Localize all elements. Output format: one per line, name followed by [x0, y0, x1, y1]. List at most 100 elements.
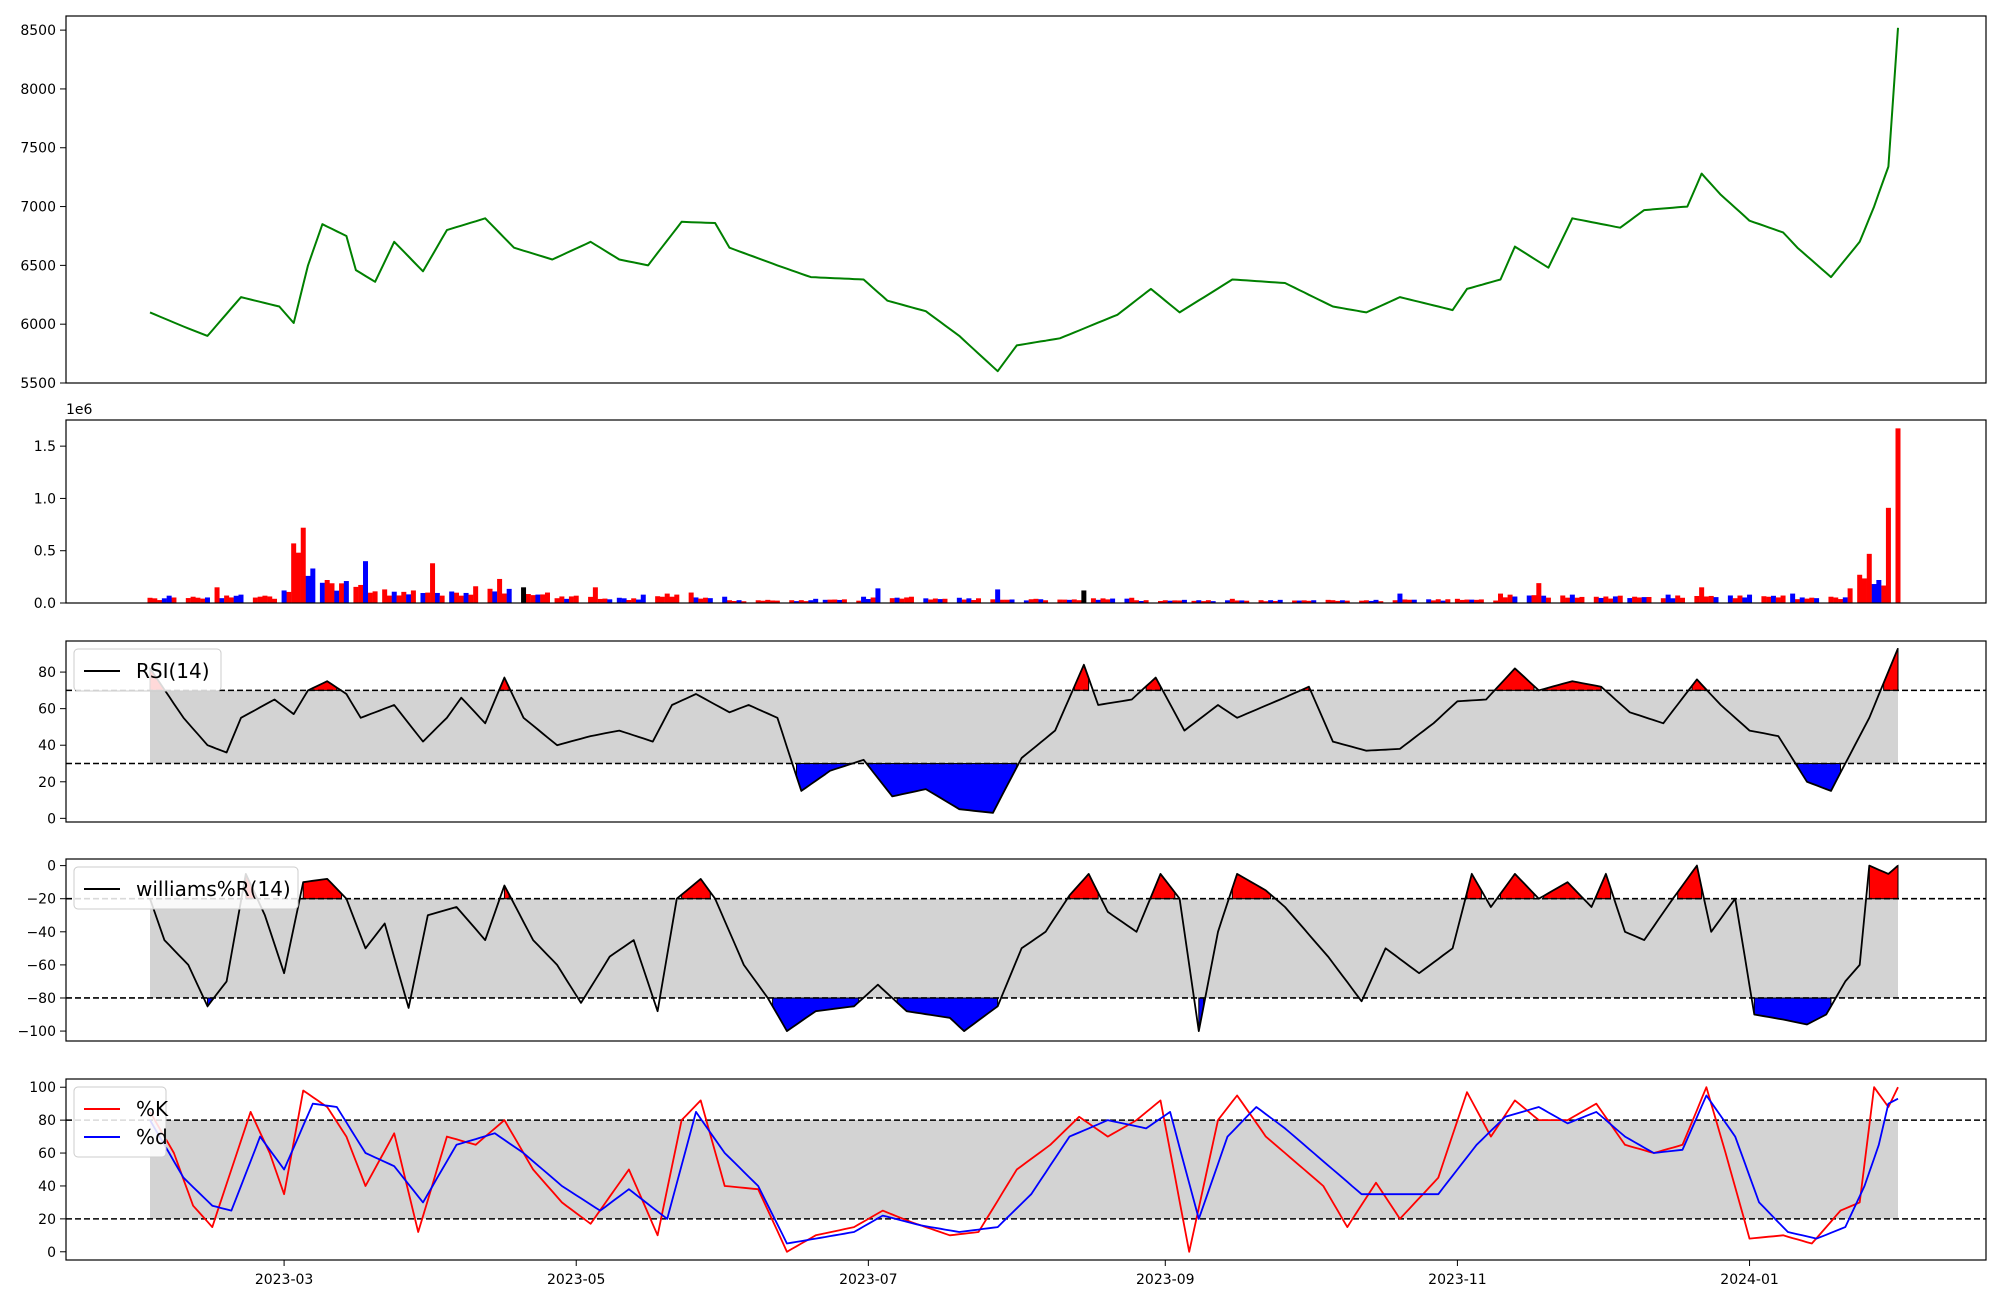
volume-bar [324, 579, 330, 603]
price-panel-ytick-label: 6000 [20, 317, 56, 333]
volume-bar [770, 600, 776, 603]
price-panel-ytick-label: 5500 [20, 376, 56, 392]
stochastic-k-line [149, 1086, 1899, 1253]
williams-series-line [149, 864, 1899, 1032]
volume-bar [185, 598, 191, 603]
volume-bar [1363, 600, 1369, 603]
volume-bar [1157, 600, 1163, 603]
volume-bar [1881, 585, 1887, 603]
williams-panel-axes-frame [65, 858, 1987, 1042]
volume-bar [1272, 601, 1278, 603]
volume-bar [999, 599, 1005, 603]
volume-bar [1191, 600, 1197, 603]
volume-bar [1679, 597, 1685, 603]
volume-bar [382, 589, 388, 603]
volume-bar [1737, 595, 1743, 603]
volume-bar [774, 600, 780, 603]
volume-bar [1703, 596, 1709, 603]
volume-bar [252, 597, 258, 603]
volume-bar [1531, 595, 1537, 603]
volume-bar [1732, 598, 1738, 603]
volume-bar [1814, 598, 1820, 603]
volume-bar [1368, 600, 1374, 603]
volume-bar [291, 543, 297, 603]
stochastic-panel-legend [73, 1086, 167, 1158]
volume-bar [147, 597, 153, 603]
volume-bar [837, 599, 843, 603]
volume-bar [1478, 599, 1484, 603]
volume-bar [521, 587, 527, 603]
volume-bar [1861, 578, 1867, 603]
volume-bar [1292, 600, 1298, 603]
volume-bar [1225, 600, 1231, 603]
stochastic-panel-ytick-label: 40 [38, 1179, 56, 1195]
volume-bar [592, 587, 598, 603]
volume-bar [1311, 600, 1317, 603]
volume-bar [698, 598, 704, 603]
volume-bar [635, 599, 641, 603]
volume-bar [1330, 600, 1336, 603]
volume-bar [233, 595, 239, 603]
williams-panel-legend [73, 866, 299, 910]
volume-bar [1344, 600, 1350, 603]
volume-bar [267, 596, 273, 603]
volume-bar [1440, 600, 1446, 603]
volume-bar [272, 598, 278, 603]
volume-bar [525, 594, 531, 603]
volume-bar [1138, 601, 1144, 603]
volume-bar [295, 552, 301, 603]
volume-bar [1536, 583, 1542, 603]
volume-bar [1617, 595, 1623, 603]
volume-bar [726, 600, 732, 603]
volume-bar [487, 588, 493, 603]
volume-bar [1895, 428, 1901, 603]
volume-bar [899, 598, 905, 603]
volume-bar [1033, 598, 1039, 603]
volume-bar [1392, 600, 1398, 603]
volume-bar [664, 593, 670, 603]
volume-bar [1129, 597, 1135, 603]
volume-bar [1464, 599, 1470, 603]
volume-bar [1545, 597, 1551, 603]
volume-bar [703, 597, 709, 603]
volume-bar [492, 591, 498, 603]
volume-bar [228, 597, 234, 603]
volume-bar [1359, 600, 1365, 603]
volume-bar [224, 595, 230, 603]
volume-bar [564, 598, 570, 603]
volume-bar [204, 597, 210, 603]
volume-bar [626, 600, 632, 603]
volume-bar [1632, 596, 1638, 603]
volume-bar [453, 592, 459, 603]
volume-bar [1804, 598, 1810, 603]
volume-bar [1742, 597, 1748, 603]
volume-bar [434, 592, 440, 603]
volume-bar [439, 595, 445, 603]
volume-bar [554, 598, 560, 603]
volume-bar [1512, 596, 1518, 603]
volume-bar [808, 600, 814, 603]
volume-bar [161, 598, 167, 603]
volume-bar [1885, 507, 1891, 603]
williams-panel-ytick-label: −20 [26, 892, 56, 908]
volume-bar [1866, 553, 1872, 603]
volume-bar [1493, 600, 1499, 603]
volume-bar [813, 598, 819, 603]
volume-bar [693, 597, 699, 603]
volume-bar [1747, 594, 1753, 603]
volume-bar [401, 591, 407, 603]
williams-panel-neutral-band [150, 898, 1898, 998]
volume-panel-ytick-label: 0.0 [34, 596, 56, 612]
stochastic-panel-ytick-label: 80 [38, 1113, 56, 1129]
volume-bar [1612, 596, 1618, 603]
volume-bar [865, 599, 871, 603]
williams-panel-ytick-label: 0 [47, 859, 56, 875]
volume-bar [956, 597, 962, 603]
volume-bar [1828, 596, 1834, 603]
volume-bar [1727, 595, 1733, 603]
volume-bar [765, 599, 771, 603]
rsi-panel-ytick-label: 0 [47, 811, 56, 827]
stochastic-panel-ytick-label: 20 [38, 1212, 56, 1228]
volume-bar [286, 591, 292, 603]
